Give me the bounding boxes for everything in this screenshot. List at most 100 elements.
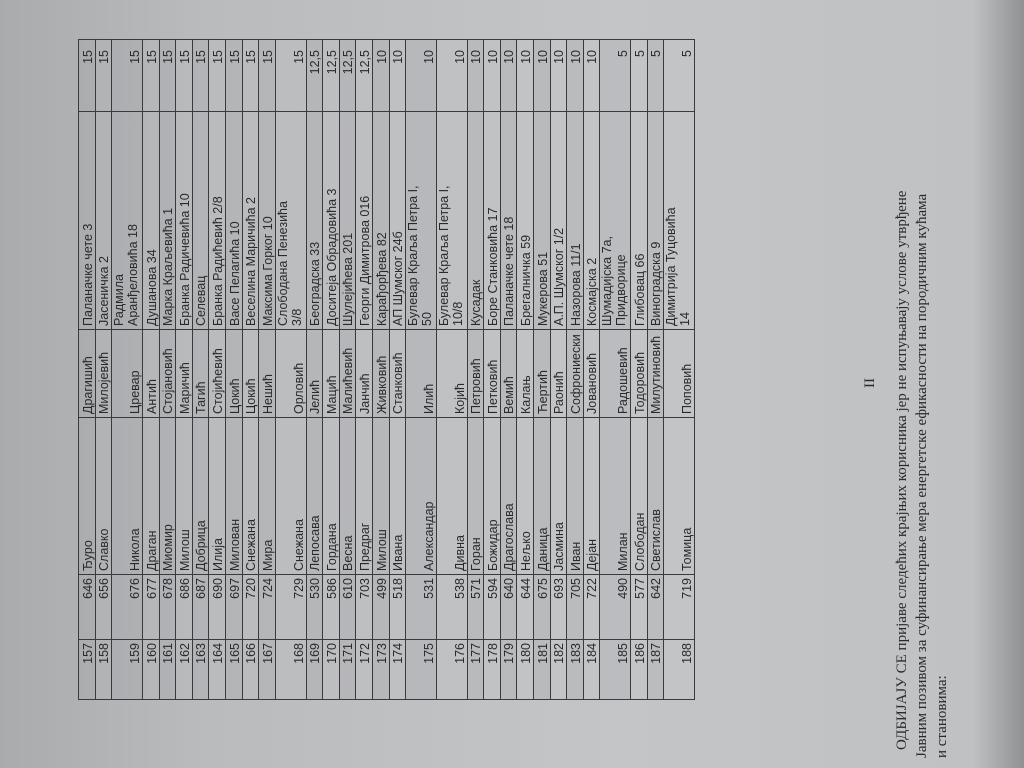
- last-name-cell: Живковић: [372, 329, 389, 418]
- first-name-cell: Јасмина: [550, 417, 567, 575]
- first-name-cell: Снежана: [275, 417, 307, 575]
- first-name-cell: Милован: [225, 417, 243, 575]
- paragraph-line: Јавним позивом за суфинансирање мера ене…: [914, 193, 930, 758]
- points-cell: 10: [533, 39, 551, 112]
- last-name-cell: Радошевић: [599, 329, 631, 418]
- points-cell: 15: [208, 39, 226, 112]
- last-name-cell: Цревар: [111, 329, 143, 418]
- points-cell: 10: [583, 39, 600, 112]
- first-name-cell: Горан: [467, 417, 484, 575]
- address-cell: Слободана Пенезића 3/8: [275, 111, 307, 330]
- address-cell: Космајска 2: [583, 111, 600, 330]
- table-row: 169 530 Лепосава Јелић Београдска 33 12,5: [306, 39, 323, 700]
- application-id-cell: 687: [192, 574, 209, 640]
- last-name-cell: Драгишић: [78, 329, 96, 418]
- row-number-cell: 187: [647, 639, 664, 700]
- last-name-cell: Тагић: [192, 329, 209, 418]
- address-cell: Душанова 34: [142, 111, 160, 330]
- address-cell: Марка Краљевића 1: [159, 111, 176, 330]
- application-id-cell: 538: [436, 574, 468, 640]
- address-cell: Паланачке чете 3: [78, 111, 96, 330]
- last-name-cell: Цокић: [242, 329, 259, 418]
- row-number-cell: 160: [142, 639, 160, 700]
- last-name-cell: Илић: [405, 329, 437, 418]
- table-row: 165 697 Милован Цокић Васе Пелагића 10 15: [225, 39, 243, 700]
- row-number-cell: 169: [306, 639, 323, 700]
- table-row: 166 720 Снежана Цокић Веселина Маричића 2 15: [242, 39, 259, 700]
- table-row: 159 676 Никола Цревар Радмила Аранђеловића 1…: [111, 39, 143, 700]
- last-name-cell: Маричић: [175, 329, 193, 418]
- points-cell: 15: [78, 39, 96, 112]
- table-row: 188 719 Томица Поповић Димитрија Туцовића 14…: [663, 39, 695, 700]
- row-number-cell: 180: [516, 639, 534, 700]
- last-name-cell: Милојевић: [95, 329, 112, 418]
- table-row: 181 675 Даница Ћертић Мукерова 51 10: [533, 39, 551, 700]
- row-number-cell: 179: [500, 639, 517, 700]
- table-row: 183 705 Иван Софрониески Назорова 11/1 10: [566, 39, 584, 700]
- application-id-cell: 518: [389, 574, 406, 640]
- first-name-cell: Драган: [142, 417, 160, 575]
- address-cell: Назорова 11/1: [566, 111, 584, 330]
- first-name-cell: Весна: [339, 417, 356, 575]
- points-cell: 12,5: [355, 39, 373, 112]
- table-row: 174 518 Ивана Станковић АП Шумског 24б 10: [389, 39, 406, 700]
- points-cell: 10: [483, 39, 501, 112]
- table-row: 167 724 Мира Нешић Максима Горког 10 15: [258, 39, 276, 700]
- row-number-cell: 171: [339, 639, 356, 700]
- application-id-cell: 686: [175, 574, 193, 640]
- address-cell: Радмила Аранђеловића 18: [111, 111, 143, 330]
- points-cell: 12,5: [306, 39, 323, 112]
- last-name-cell: Стојановић: [159, 329, 176, 418]
- last-name-cell: Нешић: [258, 329, 276, 418]
- first-name-cell: Даница: [533, 417, 551, 575]
- points-cell: 15: [159, 39, 176, 112]
- first-name-cell: Милош: [175, 417, 193, 575]
- application-id-cell: 676: [111, 574, 143, 640]
- address-cell: Димитрија Туцовића 14: [663, 111, 695, 330]
- address-cell: Селевац: [192, 111, 209, 330]
- points-cell: 10: [500, 39, 517, 112]
- last-name-cell: Малићевић: [339, 329, 356, 418]
- row-number-cell: 176: [436, 639, 468, 700]
- first-name-cell: Нељко: [516, 417, 534, 575]
- row-number-cell: 172: [355, 639, 373, 700]
- application-id-cell: 729: [275, 574, 307, 640]
- first-name-cell: Ђуро: [78, 417, 96, 575]
- row-number-cell: 185: [599, 639, 631, 700]
- last-name-cell: Орловић: [275, 329, 307, 418]
- table-row: 177 571 Горан Петровић Кусадак 10: [467, 39, 484, 700]
- points-cell: 15: [95, 39, 112, 112]
- application-id-cell: 697: [225, 574, 243, 640]
- first-name-cell: Александар: [405, 417, 437, 575]
- first-name-cell: Дивна: [436, 417, 468, 575]
- address-cell: Кусадак: [467, 111, 484, 330]
- table-row: 157 646 Ђуро Драгишић Паланачке чете 3 15: [78, 39, 96, 700]
- last-name-cell: Јелић: [306, 329, 323, 418]
- address-cell: АП Шумског 24б: [389, 111, 406, 330]
- last-name-cell: Софрониески: [566, 329, 584, 418]
- points-cell: 15: [258, 39, 276, 112]
- application-id-cell: 677: [142, 574, 160, 640]
- last-name-cell: Јанчић: [355, 329, 373, 418]
- points-cell: 10: [372, 39, 389, 112]
- application-id-cell: 720: [242, 574, 259, 640]
- row-number-cell: 186: [630, 639, 648, 700]
- address-cell: Брегалничка 59: [516, 111, 534, 330]
- address-cell: Шулејићева 201: [339, 111, 356, 330]
- first-name-cell: Предраг: [355, 417, 373, 575]
- last-name-cell: Антић: [142, 329, 160, 418]
- row-number-cell: 188: [663, 639, 695, 700]
- table-row: 171 610 Весна Малићевић Шулејићева 201 12,5: [339, 39, 356, 700]
- table-row: 158 656 Славко Милојевић Јасеничка 2 15: [95, 39, 112, 700]
- application-id-cell: 719: [663, 574, 695, 640]
- points-cell: 15: [192, 39, 209, 112]
- table-row: 178 594 Божидар Петковић Боре Станковића 17 1…: [483, 39, 501, 700]
- first-name-cell: Драгослава: [500, 417, 517, 575]
- table-row: 175 531 Александар Илић Булевар Краља Петра …: [405, 39, 437, 700]
- address-cell: Максима Горког 10: [258, 111, 276, 330]
- last-name-cell: Стојићевић: [208, 329, 226, 418]
- points-cell: 12,5: [339, 39, 356, 112]
- table-row: 163 687 Добрица Тагић Селевац 15: [192, 39, 209, 700]
- first-name-cell: Ивана: [389, 417, 406, 575]
